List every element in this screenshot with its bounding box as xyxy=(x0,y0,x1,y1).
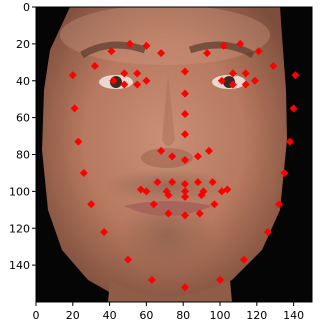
y-tick-label: 80 xyxy=(16,149,30,162)
axis-ticks: 0 20 40 60 80 100 120 140 0 20 40 60 80 100 120 140 xyxy=(9,1,304,322)
landmark-point xyxy=(181,130,190,139)
landmark-point xyxy=(250,76,259,85)
landmark-point xyxy=(254,47,263,56)
x-tick-label: 80 xyxy=(176,309,190,322)
landmark-point xyxy=(168,152,177,161)
y-tick-label: 100 xyxy=(9,185,30,198)
landmark-point xyxy=(285,137,294,146)
landmark-point xyxy=(68,71,77,80)
landmark-point xyxy=(107,47,116,56)
landmark-point xyxy=(79,168,88,177)
landmark-point xyxy=(142,41,151,50)
landmark-point xyxy=(124,255,132,264)
landmark-point xyxy=(120,80,129,89)
landmark-point xyxy=(109,76,118,85)
x-tick-label: 100 xyxy=(210,309,231,322)
landmark-point xyxy=(70,104,79,113)
x-tick-label: 60 xyxy=(139,309,153,322)
landmark-point xyxy=(193,152,202,161)
landmark-point xyxy=(228,80,237,89)
landmark-point xyxy=(181,109,190,118)
landmark-point xyxy=(208,178,217,187)
landmark-point xyxy=(269,62,278,70)
landmark-point xyxy=(210,200,219,209)
landmark-point xyxy=(181,89,190,98)
landmark-point xyxy=(133,69,142,78)
landmark-point xyxy=(241,80,250,89)
y-tick-label: 120 xyxy=(9,222,30,235)
landmark-point xyxy=(193,178,202,187)
landmark-point xyxy=(181,211,190,220)
landmark-point xyxy=(164,191,173,200)
landmark-point xyxy=(203,49,212,58)
landmark-point xyxy=(100,227,109,236)
y-tick-label: 20 xyxy=(16,38,30,51)
landmark-point xyxy=(181,180,190,188)
landmark-point xyxy=(142,187,151,196)
x-tick-label: 0 xyxy=(33,309,40,322)
landmark-point xyxy=(120,69,129,78)
landmark-point xyxy=(157,146,166,155)
landmark-point xyxy=(87,200,96,209)
landmark-point xyxy=(228,69,237,78)
landmark-point xyxy=(157,49,166,58)
x-tick-label: 40 xyxy=(103,309,117,322)
landmark-point xyxy=(236,39,245,48)
landmark-point xyxy=(197,191,206,200)
landmark-point xyxy=(217,76,226,85)
landmark-point xyxy=(241,69,250,78)
y-tick-label: 0 xyxy=(23,1,30,14)
landmark-point xyxy=(133,80,142,89)
landmark-point xyxy=(280,168,289,177)
y-tick-label: 60 xyxy=(16,112,30,125)
landmark-point xyxy=(181,156,190,165)
y-tick-label: 140 xyxy=(9,259,30,272)
landmark-point xyxy=(217,187,226,196)
landmark-point xyxy=(181,187,190,196)
x-tick-label: 20 xyxy=(66,309,80,322)
landmark-point xyxy=(291,71,300,80)
face-photo xyxy=(36,7,312,302)
landmark-point xyxy=(181,283,190,292)
landmark-point xyxy=(289,104,298,113)
y-tick-label: 40 xyxy=(16,75,30,88)
landmark-point xyxy=(74,137,83,146)
landmark-point xyxy=(181,192,190,201)
landmark-point xyxy=(153,178,162,187)
landmark-point xyxy=(149,200,158,209)
landmark-point xyxy=(219,41,228,50)
landmark-point xyxy=(204,146,213,155)
x-tick-label: 140 xyxy=(283,309,304,322)
landmark-point xyxy=(164,209,173,218)
landmark-point xyxy=(274,200,283,209)
landmark-point xyxy=(168,178,177,187)
landmark-point xyxy=(142,76,151,85)
x-tick-label: 120 xyxy=(246,309,267,322)
landmark-point xyxy=(181,67,190,76)
landmark-point xyxy=(90,62,99,70)
landmark-point xyxy=(147,275,156,284)
landmark-point xyxy=(216,275,224,284)
landmark-point xyxy=(195,209,204,218)
landmark-point xyxy=(263,227,272,236)
landmark-point xyxy=(239,255,248,264)
landmark-point xyxy=(125,39,134,48)
landmark-points xyxy=(68,39,300,292)
